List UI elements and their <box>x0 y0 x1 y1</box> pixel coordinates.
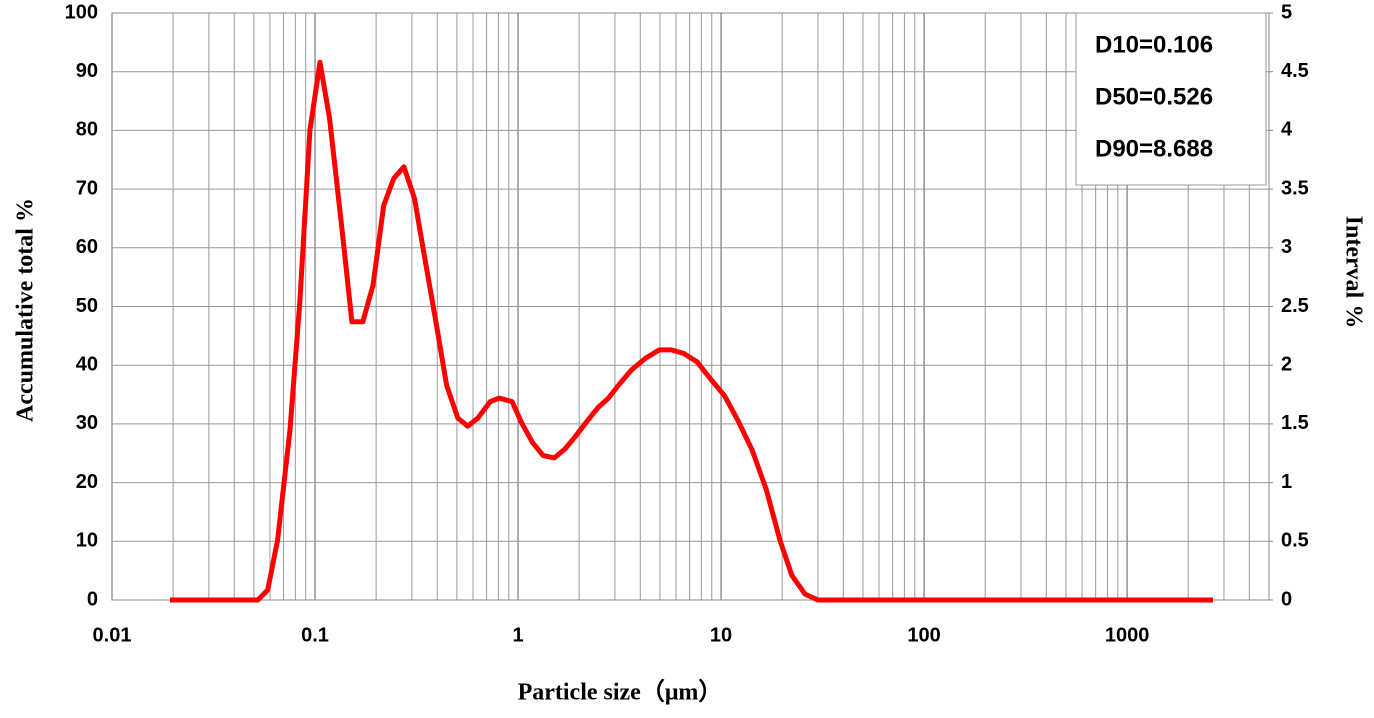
y2-tick-label: 4.5 <box>1281 60 1309 82</box>
y2-tick-label: 3.5 <box>1281 177 1309 199</box>
x-tick-label: 1000 <box>1105 624 1150 646</box>
y2-tick-label: 0.5 <box>1281 530 1309 552</box>
y-tick-label: 30 <box>76 412 98 434</box>
y-axis-title: Accumulative total % <box>13 198 39 422</box>
y-tick-label: 60 <box>76 236 98 258</box>
y2-tick-label: 2.5 <box>1281 295 1309 317</box>
annotation: D90=8.688 <box>1095 135 1213 162</box>
annotation-box <box>1075 12 1267 186</box>
y-tick-label: 90 <box>76 60 98 82</box>
x-tick-label: 10 <box>710 624 732 646</box>
y-tick-label: 10 <box>76 530 98 552</box>
marks <box>170 59 1213 603</box>
y-tick-label: 0 <box>87 588 98 610</box>
y2-tick-label: 4 <box>1281 119 1293 141</box>
y-tick-label: 20 <box>76 471 98 493</box>
x-tick-label: 100 <box>907 624 940 646</box>
y-tick-label: 40 <box>76 353 98 375</box>
y2-tick-label: 1.5 <box>1281 412 1309 434</box>
x-tick-label: 0.01 <box>93 624 132 646</box>
annotation: D50=0.526 <box>1095 83 1213 110</box>
y2-tick-label: 1 <box>1281 471 1292 493</box>
x-tick-label: 1 <box>512 624 523 646</box>
annotation: D10=0.106 <box>1095 31 1213 58</box>
x-axis-title: Particle size（μm） <box>518 679 723 706</box>
data-line <box>170 59 1213 603</box>
y2-tick-label: 0 <box>1281 588 1292 610</box>
y2-tick-label: 5 <box>1281 1 1292 23</box>
y2-axis-title: Interval % <box>1340 216 1366 329</box>
y2-tick-label: 3 <box>1281 236 1292 258</box>
y-tick-label: 80 <box>76 119 98 141</box>
x-tick-label: 0.1 <box>301 624 329 646</box>
y-tick-label: 50 <box>76 295 98 317</box>
y2-tick-label: 2 <box>1281 353 1292 375</box>
y-tick-label: 70 <box>76 177 98 199</box>
y-tick-label: 100 <box>65 1 98 23</box>
